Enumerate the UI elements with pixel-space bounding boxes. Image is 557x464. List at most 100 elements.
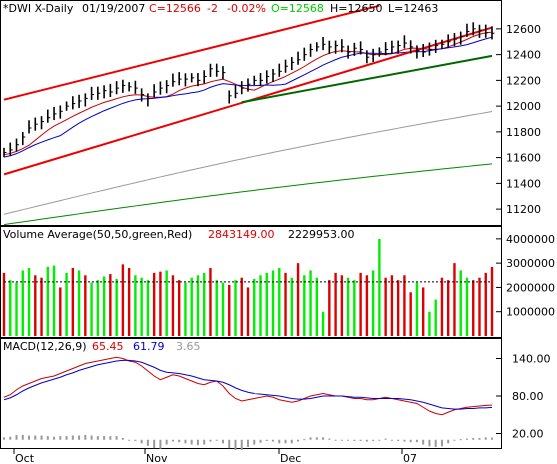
volume-bar xyxy=(27,268,31,336)
macd-histogram-bar xyxy=(3,437,5,440)
macd-histogram-bar xyxy=(465,438,468,440)
volume-bar xyxy=(271,270,275,336)
price-y-tick-label: 12000 xyxy=(506,100,541,113)
macd-panel-frame xyxy=(0,338,502,449)
macd-histogram-bar xyxy=(472,437,475,440)
macd-histogram-bar xyxy=(15,434,18,440)
volume-bar xyxy=(171,275,175,336)
volume-bar xyxy=(290,277,293,336)
macd-histogram-bar xyxy=(234,439,237,450)
macd-histogram-bar xyxy=(115,436,118,440)
support-trendline xyxy=(241,54,493,104)
price-ohlc-bars xyxy=(3,22,495,158)
volume-bar xyxy=(240,277,243,336)
macd-histogram-bar xyxy=(159,439,162,449)
volume-bar xyxy=(46,266,49,336)
volume-bar xyxy=(440,277,444,336)
volume-y-axis: 1000000 2000000 3000000 4000000 xyxy=(496,233,555,319)
macd-value: 65.45 xyxy=(92,340,124,353)
volume-bar xyxy=(359,272,362,336)
volume-bar xyxy=(415,282,419,336)
macd-histogram-bar xyxy=(328,438,331,440)
macd-histogram-bar xyxy=(153,439,156,449)
macd-histogram-bar xyxy=(96,436,99,440)
macd-histogram-bar xyxy=(221,439,224,444)
price-close: C=12566 xyxy=(149,2,201,15)
macd-histogram-bar xyxy=(384,438,387,440)
volume-bar xyxy=(146,280,150,336)
macd-histogram-bar xyxy=(359,439,362,441)
macd-histogram-bar xyxy=(121,437,124,440)
volume-bar xyxy=(465,277,469,336)
volume-bar xyxy=(334,272,337,336)
macd-histogram-bar xyxy=(247,439,249,447)
volume-bar xyxy=(296,263,300,336)
macd-histogram-bar xyxy=(240,439,243,450)
volume-value-2: 2229953.00 xyxy=(288,228,354,241)
price-panel-frame xyxy=(0,0,502,226)
volume-bar xyxy=(328,280,331,336)
volume-bar xyxy=(21,270,24,336)
price-y-tick-label: 11800 xyxy=(506,126,541,139)
volume-bar xyxy=(2,272,6,336)
volume-bar xyxy=(102,276,106,336)
macd-histogram-bar xyxy=(478,437,481,440)
macd-histogram-bar xyxy=(453,439,456,441)
volume-bar xyxy=(259,275,262,336)
macd-histogram-bar xyxy=(415,439,418,443)
macd-histogram-bar xyxy=(409,439,412,443)
macd-histogram-bar xyxy=(178,439,181,443)
macd-y-tick-label: 80.00 xyxy=(512,390,544,403)
volume-bar xyxy=(96,280,100,336)
volume-bar xyxy=(371,270,375,336)
macd-histogram-bar xyxy=(215,439,218,441)
macd-histogram-bar xyxy=(447,439,450,444)
macd-histogram-bar xyxy=(428,439,431,447)
macd-histogram-bar xyxy=(290,439,293,444)
macd-histogram-bar xyxy=(203,439,206,445)
macd-panel: 20.00 80.00 140.00 MACD(12,26,9) 65.45 61.… xyxy=(0,338,551,450)
price-y-tick-label: 12200 xyxy=(506,74,541,87)
x-axis: Oct Nov Dec 07 xyxy=(13,449,417,464)
macd-histogram-bar xyxy=(84,434,87,440)
macd-histogram-bar xyxy=(209,439,212,442)
macd-histogram-bar xyxy=(459,439,462,441)
upper-channel-trendline xyxy=(3,4,380,101)
volume-bar xyxy=(278,268,281,336)
volume-bar xyxy=(177,280,181,336)
macd-histogram-bar xyxy=(40,435,43,440)
volume-bar xyxy=(90,282,93,336)
macd-histogram-bar xyxy=(109,436,112,440)
volume-bar xyxy=(134,275,137,336)
volume-bar xyxy=(265,272,268,336)
volume-bar xyxy=(165,270,168,336)
volume-bar xyxy=(59,287,62,336)
macd-histogram-bar xyxy=(90,435,93,440)
macd-histogram-bar xyxy=(196,439,199,446)
macd-histogram-bar xyxy=(378,439,381,441)
volume-bar xyxy=(221,282,225,336)
macd-histogram-bar xyxy=(190,439,193,445)
macd-histogram-bar xyxy=(284,439,287,444)
volume-bar xyxy=(472,280,475,336)
volume-bar xyxy=(15,282,18,336)
macd-histogram-bar xyxy=(315,437,318,440)
macd-histogram-bar xyxy=(422,439,425,445)
volume-bar xyxy=(234,280,237,336)
volume-bar xyxy=(140,277,143,336)
volume-bar xyxy=(321,311,325,336)
volume-bar xyxy=(390,275,394,336)
volume-bar xyxy=(434,299,437,336)
volume-bar xyxy=(159,271,162,336)
macd-lines xyxy=(3,356,493,416)
macd-histogram-bar xyxy=(34,435,37,440)
volume-bar xyxy=(478,277,481,336)
price-y-tick-label: 12600 xyxy=(506,23,541,36)
macd-hist-value: 3.65 xyxy=(176,340,201,353)
macd-histogram-bar xyxy=(253,439,256,445)
price-high: H=12650 xyxy=(330,2,382,15)
volume-bar xyxy=(77,270,81,336)
volume-bar xyxy=(115,278,118,336)
volume-bar xyxy=(203,272,206,336)
volume-title: Volume Average(50,50,green,Red) xyxy=(3,228,192,241)
